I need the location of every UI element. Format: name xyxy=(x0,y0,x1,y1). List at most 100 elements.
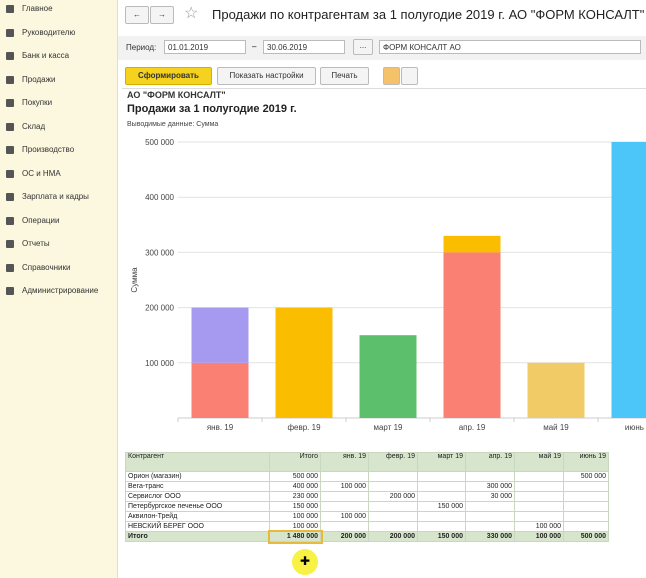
back-button[interactable]: ← xyxy=(125,6,149,24)
window-title: Продажи по контрагентам за 1 полугодие 2… xyxy=(212,7,644,22)
table-cell: 400 000 xyxy=(270,482,321,492)
organization-field[interactable]: ФОРМ КОНСАЛТ АО xyxy=(379,40,641,54)
table-cell: 100 000 xyxy=(321,482,369,492)
table-cell xyxy=(466,472,515,482)
period-separator: – xyxy=(252,42,256,51)
table-cell: 200 000 xyxy=(321,532,369,542)
nav-icon xyxy=(6,170,14,178)
icon-button[interactable] xyxy=(401,67,418,85)
generate-button[interactable]: Сформировать xyxy=(125,67,212,85)
table-cell: 100 000 xyxy=(515,532,564,542)
table-row: Сервислог ООО230 000200 00030 000 xyxy=(126,492,609,502)
report-heading: Продажи за 1 полугодие 2019 г. xyxy=(127,103,297,115)
table-cell: 500 000 xyxy=(564,532,609,542)
nav-label: ОС и НМА xyxy=(22,166,61,182)
table-cell: янв. 19 xyxy=(321,453,369,472)
nav-item[interactable]: Продажи xyxy=(0,72,116,88)
table-cell: 150 000 xyxy=(418,502,466,512)
nav-icon xyxy=(6,5,14,13)
table-cell: 100 000 xyxy=(270,512,321,522)
report-output: Выводимые данные: Сумма xyxy=(127,121,218,128)
nav-item[interactable]: Руководителю xyxy=(0,25,116,41)
y-tick-label: 300 000 xyxy=(145,248,174,257)
nav-item[interactable]: Производство xyxy=(0,142,116,158)
table-cell xyxy=(466,522,515,532)
table-cell xyxy=(369,522,418,532)
nav-item[interactable]: Операции xyxy=(0,213,116,229)
table-cell: 100 000 xyxy=(321,512,369,522)
nav-item[interactable]: Зарплата и кадры xyxy=(0,189,116,205)
table-cell: 330 000 xyxy=(466,532,515,542)
nav-icon xyxy=(6,99,14,107)
table-cell xyxy=(418,482,466,492)
date-from[interactable]: 01.01.2019 xyxy=(164,40,246,54)
table-cell: 100 000 xyxy=(515,522,564,532)
print-button[interactable]: Печать xyxy=(320,67,369,85)
table-cell: май 19 xyxy=(515,453,564,472)
table-cell: Аквилон-Трейд xyxy=(126,512,270,522)
bar xyxy=(612,142,646,418)
forward-button[interactable]: → xyxy=(150,6,174,24)
table-cell: Орион (магазин) xyxy=(126,472,270,482)
nav-label: Зарплата и кадры xyxy=(22,189,89,205)
table-cell: Контрагент xyxy=(126,453,270,472)
nav-item[interactable]: Справочники xyxy=(0,260,116,276)
table-cell xyxy=(515,512,564,522)
icon-button[interactable] xyxy=(383,67,400,85)
nav-label: Банк и касса xyxy=(22,48,69,64)
table-cell xyxy=(515,492,564,502)
table-cell xyxy=(466,512,515,522)
nav-item[interactable]: Банк и касса xyxy=(0,48,116,64)
nav-icon xyxy=(6,123,14,131)
nav-icon xyxy=(6,29,14,37)
table-cell xyxy=(369,512,418,522)
table-cell: 500 000 xyxy=(564,472,609,482)
table-cell: март 19 xyxy=(418,453,466,472)
nav-item[interactable]: Отчеты xyxy=(0,236,116,252)
nav-icon xyxy=(6,52,14,60)
nav-item[interactable]: Главное xyxy=(0,1,116,17)
table-row: НЕВСКИЙ БЕРЕГ ООО100 000100 000 xyxy=(126,522,609,532)
table-cell xyxy=(564,482,609,492)
table-total: Итого1 480 000200 000200 000150 000330 0… xyxy=(126,532,609,542)
table-cell xyxy=(321,502,369,512)
bar xyxy=(276,308,333,418)
period-select-button[interactable]: ... xyxy=(353,39,373,55)
table-cell xyxy=(515,502,564,512)
table-cell xyxy=(418,512,466,522)
table-cell xyxy=(369,472,418,482)
date-to[interactable]: 30.06.2019 xyxy=(263,40,345,54)
nav-label: Операции xyxy=(22,213,59,229)
nav-item[interactable]: Покупки xyxy=(0,95,116,111)
nav-label: Справочники xyxy=(22,260,70,276)
table-row: Вега-транс400 000100 000300 000 xyxy=(126,482,609,492)
table-cell: 200 000 xyxy=(369,492,418,502)
nav-icon xyxy=(6,240,14,248)
favorite-star[interactable]: ☆ xyxy=(184,3,198,23)
bar xyxy=(528,363,585,418)
nav-icon xyxy=(6,264,14,272)
x-tick-label: июнь 19 xyxy=(625,423,646,432)
bar xyxy=(192,308,249,363)
chart: АО "ФОРМ КОНСАЛТ" Продажи за 1 полугодие… xyxy=(118,88,646,448)
table-cell: апр. 19 xyxy=(466,453,515,472)
table-cell: февр. 19 xyxy=(369,453,418,472)
nav-item[interactable]: Склад xyxy=(0,119,116,135)
nav-item[interactable]: ОС и НМА xyxy=(0,166,116,182)
table-cell xyxy=(369,502,418,512)
table-cell xyxy=(564,502,609,512)
nav-item[interactable]: Администрирование xyxy=(0,283,116,299)
bar xyxy=(360,335,417,418)
settings-button[interactable]: Показать настройки xyxy=(217,67,316,85)
nav-label: Производство xyxy=(22,142,74,158)
table-cell: НЕВСКИЙ БЕРЕГ ООО xyxy=(126,522,270,532)
table-cell: 150 000 xyxy=(418,532,466,542)
bar xyxy=(192,363,249,418)
table-cell: 300 000 xyxy=(466,482,515,492)
table-cell: Петербургское печенье ООО xyxy=(126,502,270,512)
y-tick-label: 100 000 xyxy=(145,359,174,368)
table-header: КонтрагентИтогоянв. 19февр. 19март 19апр… xyxy=(126,453,609,472)
nav-icon xyxy=(6,76,14,84)
nav-label: Администрирование xyxy=(22,283,98,299)
nav-label: Склад xyxy=(22,119,45,135)
